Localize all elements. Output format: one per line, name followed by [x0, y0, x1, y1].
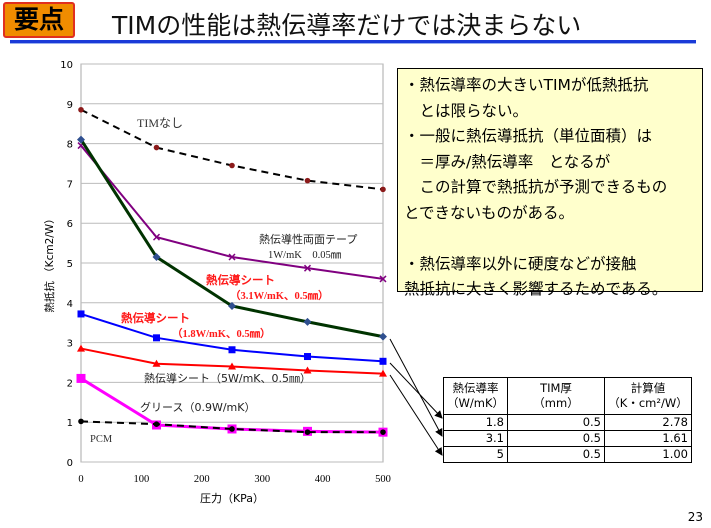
data-point: [153, 334, 160, 342]
x-tick-label: 100: [134, 474, 150, 485]
page-number: 23: [687, 510, 703, 524]
y-tick-label: 2: [67, 378, 73, 389]
data-point: [228, 253, 236, 261]
note-line: この計算で熱抵抗が予測できるもの: [404, 178, 668, 196]
label-tape: 熱伝導性両面テープ: [259, 232, 357, 246]
slide-title: TIMの性能は熱伝導率だけでは決まらない: [112, 11, 582, 40]
data-point: [303, 366, 312, 374]
calc-table: 熱伝導率 （W/mK） TIM厚 （mm） 計算値 （K・cm²/W） 1.8 0.5 2…: [443, 377, 692, 463]
note-line: ＝厚み/熱伝導率 となるが: [404, 152, 611, 171]
col-header-thickness: TIM厚 （mm）: [507, 377, 605, 415]
title-underline: [10, 40, 696, 44]
x-tick-label: 300: [254, 474, 270, 485]
data-point: [78, 106, 84, 113]
data-point: [304, 177, 311, 184]
y-axis-label: 熱抵抗 （Kcm2/W）: [43, 213, 56, 312]
arrow-3-1: [389, 338, 443, 437]
x-tick-label: 400: [315, 474, 331, 485]
series-1: [77, 142, 387, 283]
series-3: [77, 310, 387, 365]
y-tick-label: 9: [67, 100, 73, 111]
y-tick-label: 3: [67, 339, 73, 350]
data-point: [77, 310, 85, 318]
data-point: [228, 362, 236, 370]
data-point: [152, 253, 161, 262]
data-point: [228, 301, 236, 310]
label-tape-sub: 1W/mK 0.05㎜: [268, 250, 342, 261]
data-point: [228, 346, 236, 354]
data-point: [379, 332, 387, 341]
data-point: [380, 186, 386, 193]
note-line: [404, 226, 696, 252]
col-header-calculated: 計算値 （K・cm²/W）: [604, 377, 692, 415]
data-point: [379, 357, 387, 365]
table-row: 5 0.5 1.00: [443, 446, 692, 463]
data-point: [152, 233, 161, 241]
y-tick-label: 6: [67, 219, 73, 230]
data-point: [153, 144, 160, 151]
data-point: [303, 264, 312, 272]
y-tick-label: 1: [67, 418, 73, 429]
series-0: [78, 106, 386, 193]
data-point: [77, 344, 85, 352]
series-4: [77, 344, 387, 377]
series-line: [80, 420, 383, 434]
data-point: [76, 373, 86, 383]
data-point: [78, 418, 84, 425]
label-pcm: PCM: [90, 434, 113, 445]
label-sheet-3-1-sub: （3.1W/mK、0.5㎜）: [230, 289, 329, 302]
x-axis-label: 圧力（KPa）: [200, 492, 264, 505]
label-grease: グリース（0.9W/mK）: [140, 400, 255, 414]
data-point: [304, 353, 311, 361]
table-row: 3.1 0.5 1.61: [443, 430, 692, 447]
series-2: [77, 135, 387, 341]
data-point: [77, 135, 85, 144]
col-header-conductivity: 熱伝導率 （W/mK）: [443, 377, 508, 415]
series-6: [78, 418, 386, 435]
data-point: [229, 162, 235, 169]
data-point: [304, 429, 311, 435]
x-tick-label: 0: [78, 474, 83, 485]
arrow-5: [389, 374, 443, 456]
label-sheet-1-8: 熱伝導シート: [121, 311, 190, 325]
label-sheet-5: 熱伝導シート（5W/mK、0.5㎜）: [144, 371, 311, 385]
data-point: [380, 429, 386, 435]
label-sheet-3-1: 熱伝導シート: [206, 273, 275, 287]
note-line: とは限らない。: [404, 101, 529, 120]
note-line: ・一般に熱伝導抵抗（単位面積）は: [404, 127, 653, 145]
y-tick-label: 7: [67, 179, 73, 190]
label-no-tim: TIMなし: [137, 116, 183, 130]
y-tick-label: 0: [67, 458, 73, 469]
label-sheet-1-8-sub: （1.8W/mK、0.5㎜）: [172, 327, 271, 340]
note-line: ・熱伝導率以外に硬度などが接触: [404, 254, 637, 273]
note-line: ・熱伝導率の大きいTIMが低熱抵抗: [404, 76, 649, 94]
note-line: 熱抵抗に大きく影響するためである。: [404, 280, 668, 298]
table-row: 1.8 0.5 2.78: [443, 414, 692, 431]
y-tick-label: 10: [60, 60, 73, 71]
y-tick-label: 4: [67, 299, 73, 310]
y-tick-label: 8: [67, 140, 73, 151]
data-point: [152, 359, 161, 367]
key-point-badge: 要点: [3, 2, 75, 38]
arrow-1-8: [389, 362, 443, 419]
y-tick-label: 5: [67, 259, 73, 270]
x-tick-label: 500: [375, 474, 391, 485]
data-point: [229, 426, 235, 432]
summary-note-box: ・熱伝導率の大きいTIMが低熱抵抗 とは限らない。・一般に熱伝導抵抗（単位面積）…: [397, 68, 703, 298]
data-point: [379, 369, 387, 377]
data-point: [303, 317, 312, 326]
note-line: とできないものがある。: [404, 203, 575, 222]
data-point: [153, 421, 160, 427]
data-point: [379, 275, 387, 283]
x-tick-label: 200: [194, 474, 210, 485]
